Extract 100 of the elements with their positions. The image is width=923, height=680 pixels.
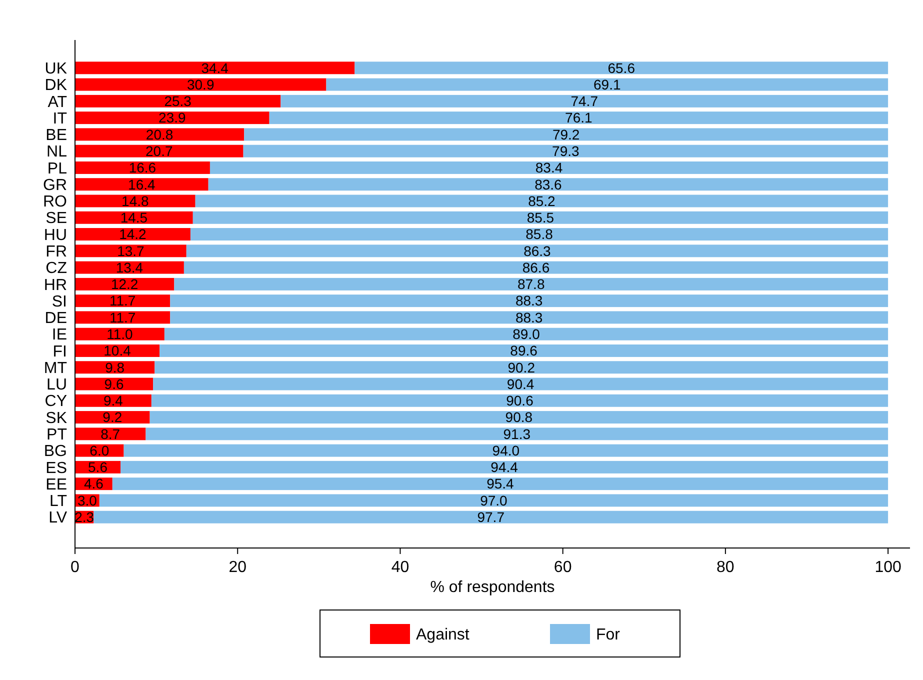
data-label: 9.4 xyxy=(103,392,124,409)
data-label: 90.2 xyxy=(508,359,536,376)
data-label: 89.6 xyxy=(510,342,538,359)
y-tick-label: LV xyxy=(48,510,68,527)
bar xyxy=(186,244,888,258)
y-tick-label: SK xyxy=(46,410,68,427)
data-label: 86.6 xyxy=(522,259,550,276)
data-label: 14.5 xyxy=(120,210,148,226)
bar xyxy=(210,161,888,174)
bar xyxy=(75,394,152,407)
data-label: 83.6 xyxy=(534,176,562,192)
x-tick-label: 0 xyxy=(70,559,80,576)
bar xyxy=(170,311,888,324)
bar xyxy=(75,211,193,224)
data-label: 97.7 xyxy=(477,508,505,525)
y-tick-label: LU xyxy=(46,376,67,394)
data-label: 3.0 xyxy=(77,492,98,508)
bar xyxy=(244,128,888,141)
data-label: 90.8 xyxy=(505,409,533,426)
data-label: 30.9 xyxy=(186,76,214,92)
y-tick-label: SE xyxy=(46,210,67,228)
data-label: 20.8 xyxy=(146,126,174,142)
data-label: 85.5 xyxy=(526,210,554,226)
data-label: 6.0 xyxy=(90,442,110,458)
data-label: 8.7 xyxy=(100,426,120,442)
y-tick-label: IE xyxy=(52,326,67,344)
x-tick-label: 60 xyxy=(554,559,572,576)
y-tick-label: EE xyxy=(46,476,67,494)
data-label: 23.9 xyxy=(158,110,186,126)
y-tick-label: DE xyxy=(44,310,67,328)
data-label: 79.3 xyxy=(552,142,580,159)
bar xyxy=(75,278,174,290)
bar xyxy=(184,261,888,274)
bar xyxy=(174,278,888,290)
y-tick-label: PL xyxy=(47,160,68,178)
bar xyxy=(154,361,888,374)
bar xyxy=(75,261,184,274)
bar xyxy=(112,478,888,490)
data-label: 94.4 xyxy=(490,459,518,476)
bar xyxy=(94,510,888,524)
y-tick-label: RO xyxy=(43,194,67,211)
bar xyxy=(75,428,146,440)
y-tick-label: HR xyxy=(44,276,67,294)
bar xyxy=(75,78,326,91)
data-label: 95.4 xyxy=(486,476,514,492)
y-tick-label: PT xyxy=(46,426,68,444)
data-label: 88.3 xyxy=(515,309,543,326)
data-label: 12.2 xyxy=(110,276,138,292)
y-tick-label: MT xyxy=(44,360,68,377)
data-label: 16.6 xyxy=(128,160,156,176)
data-label: 20.7 xyxy=(146,142,173,159)
bar xyxy=(75,161,210,174)
data-label: 9.8 xyxy=(105,359,125,376)
legend-label: For xyxy=(596,626,621,644)
bar xyxy=(160,344,888,357)
bar xyxy=(151,394,888,407)
data-label: 97.0 xyxy=(480,492,508,508)
bar xyxy=(164,328,888,340)
bar xyxy=(153,378,888,390)
bar xyxy=(75,361,155,374)
data-label: 9.2 xyxy=(102,409,122,426)
bar xyxy=(75,411,150,424)
data-label: 94.0 xyxy=(492,442,520,458)
data-label: 88.3 xyxy=(515,292,543,309)
bar xyxy=(75,94,281,108)
data-label: 11.0 xyxy=(106,326,134,342)
data-label: 76.1 xyxy=(565,110,593,126)
bar xyxy=(75,328,164,340)
bar xyxy=(192,211,888,224)
data-label: 4.6 xyxy=(84,476,104,492)
y-tick-label: FR xyxy=(46,244,67,261)
legend-label: Against xyxy=(416,626,470,644)
bar xyxy=(269,112,888,124)
data-label: 86.3 xyxy=(524,242,552,259)
data-label: 79.2 xyxy=(552,126,580,142)
bar xyxy=(120,460,888,474)
y-tick-label: LT xyxy=(50,493,68,510)
data-label: 14.2 xyxy=(119,226,147,242)
y-tick-label: UK xyxy=(44,60,68,78)
bar xyxy=(75,294,170,308)
data-label: 13.4 xyxy=(116,259,144,276)
bar xyxy=(354,62,888,74)
y-tick-label: FI xyxy=(52,343,67,360)
data-label: 16.4 xyxy=(128,176,156,192)
bar xyxy=(208,178,888,191)
x-axis-title: % of respondents xyxy=(430,579,555,596)
y-tick-label: HU xyxy=(44,226,67,244)
data-label: 13.7 xyxy=(117,242,145,259)
bar xyxy=(190,228,888,241)
x-tick-label: 40 xyxy=(391,559,410,576)
data-label: 11.7 xyxy=(109,309,136,326)
x-tick-label: 80 xyxy=(716,559,734,576)
data-label: 90.4 xyxy=(506,376,534,392)
bar xyxy=(170,294,888,308)
data-label: 5.6 xyxy=(88,459,108,476)
y-tick-label: CY xyxy=(44,393,68,410)
data-label: 2.3 xyxy=(74,508,94,525)
y-tick-label: ES xyxy=(46,460,67,477)
y-tick-label: NL xyxy=(46,144,68,161)
y-tick-label: DK xyxy=(44,77,68,94)
